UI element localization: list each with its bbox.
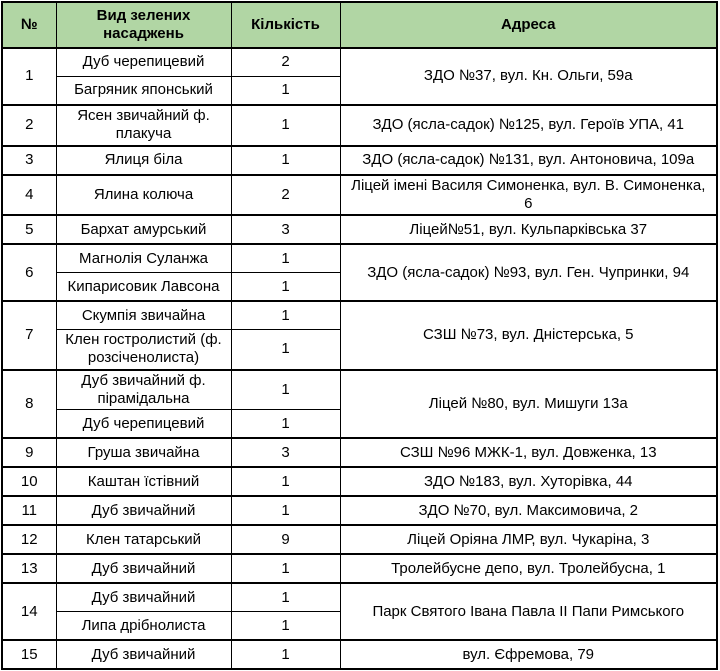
species-cell: Липа дрібнолиста xyxy=(55,611,232,641)
row-number-cell: 9 xyxy=(1,437,57,468)
species-cell: Бархат амурський xyxy=(55,214,232,245)
table-row: 6 Магнолія Суланжа 1 ЗДО (ясла-садок) №93, … xyxy=(1,243,718,302)
row-number-cell: 8 xyxy=(1,368,57,439)
species-cell: Клен гостролистий (ф. розсіченолиста) xyxy=(55,329,232,371)
row-number-cell: 1 xyxy=(1,47,57,106)
quantity-cell: 1 xyxy=(230,495,341,526)
table-row: Дуб черепицевий 1 xyxy=(2,409,717,439)
row-number-cell: 2 xyxy=(1,104,57,147)
row-number-cell: 15 xyxy=(1,639,57,670)
table-header: № Вид зелених насаджень Кількість Адреса xyxy=(1,1,718,49)
species-cell: Дуб черепицевий xyxy=(55,47,232,77)
quantity-cell: 1 xyxy=(230,409,341,439)
species-cell: Ялиця біла xyxy=(55,144,232,176)
quantity-cell: 1 xyxy=(230,300,341,331)
row-number-cell: 10 xyxy=(1,466,57,497)
table-row: 3 Ялиця біла 1 ЗДО (ясла-садок) №131, вул. … xyxy=(1,144,718,176)
species-cell: Каштан їстівний xyxy=(55,466,232,497)
address-cell: ЗДО (ясла-садок) №125, вул. Героїв УПА, … xyxy=(339,104,718,147)
address-cell: СЗШ №96 МЖК-1, вул. Довженка, 13 xyxy=(339,437,718,468)
species-cell: Кипарисовик Лавсона xyxy=(55,272,232,302)
column-header: Вид зелених насаджень xyxy=(55,1,232,49)
quantity-cell: 3 xyxy=(230,437,341,468)
species-cell: Ясен звичайний ф. плакуча xyxy=(55,104,232,147)
table-row: 1 Дуб черепицевий 2 ЗДО №37, вул. Кн. Ольги… xyxy=(1,47,718,106)
address-cell: вул. Єфремова, 79 xyxy=(339,639,718,670)
column-header: Кількість xyxy=(230,1,341,49)
quantity-cell: 1 xyxy=(230,639,341,670)
address-cell: Ліцей імені Василя Симоненка, вул. В. Си… xyxy=(339,173,718,216)
table-row: Багряник японський 1 xyxy=(2,76,717,106)
species-cell: Дуб звичайний ф. пірамідальна xyxy=(55,368,232,411)
address-cell: Ліцей№51, вул. Кульпарківська 37 xyxy=(339,214,718,245)
row-number-cell: 5 xyxy=(1,214,57,245)
quantity-cell: 1 xyxy=(230,553,341,584)
table-row: 13 Дуб звичайний 1 Тролейбусне депо, вул. Т… xyxy=(1,553,718,584)
quantity-cell: 1 xyxy=(230,144,341,176)
table-row: 15 Дуб звичайний 1 вул. Єфремова, 79 xyxy=(1,639,718,670)
species-cell: Дуб звичайний xyxy=(55,495,232,526)
species-cell: Дуб звичайний xyxy=(55,553,232,584)
species-cell: Груша звичайна xyxy=(55,437,232,468)
row-number-cell: 4 xyxy=(1,173,57,216)
address-cell: ЗДО №70, вул. Максимовича, 2 xyxy=(339,495,718,526)
species-cell: Клен татарський xyxy=(55,524,232,555)
address-cell: ЗДО №183, вул. Хуторівка, 44 xyxy=(339,466,718,497)
quantity-cell: 1 xyxy=(230,368,341,411)
species-cell: Дуб черепицевий xyxy=(55,409,232,439)
row-number-cell: 6 xyxy=(1,243,57,302)
table-row: 10 Каштан їстівний 1 ЗДО №183, вул. Хуторів… xyxy=(1,466,718,497)
quantity-cell: 2 xyxy=(230,173,341,216)
table-row: 9 Груша звичайна 3 СЗШ №96 МЖК-1, вул. Довж… xyxy=(1,437,718,468)
address-cell: Тролейбусне депо, вул. Тролейбусна, 1 xyxy=(339,553,718,584)
row-number-cell: 12 xyxy=(1,524,57,555)
row-number-cell: 7 xyxy=(1,300,57,371)
row-number-cell: 13 xyxy=(1,553,57,584)
table-row: 12 Клен татарський 9 Ліцей Оріяна ЛМР, вул.… xyxy=(1,524,718,555)
table-row: 4 Ялина колюча 2 Ліцей імені Василя Симонен… xyxy=(1,173,718,216)
species-cell: Скумпія звичайна xyxy=(55,300,232,331)
species-cell: Ялина колюча xyxy=(55,173,232,216)
species-cell: Дуб звичайний xyxy=(55,639,232,670)
species-cell: Багряник японський xyxy=(55,76,232,106)
species-cell: Дуб звичайний xyxy=(55,582,232,613)
row-number-cell: 11 xyxy=(1,495,57,526)
column-header: № xyxy=(1,1,57,49)
table-row: 8 Дуб звичайний ф. пірамідальна 1 Ліцей №80… xyxy=(1,368,718,439)
table-row: 11 Дуб звичайний 1 ЗДО №70, вул. Максимович… xyxy=(1,495,718,526)
table-row: Клен гостролистий (ф. розсіченолиста) 1 xyxy=(2,329,717,371)
quantity-cell: 1 xyxy=(230,466,341,497)
address-cell: Ліцей Оріяна ЛМР, вул. Чукаріна, 3 xyxy=(339,524,718,555)
quantity-cell: 3 xyxy=(230,214,341,245)
quantity-cell: 1 xyxy=(230,243,341,274)
address-cell: ЗДО (ясла-садок) №131, вул. Антоновича, … xyxy=(339,144,718,176)
quantity-cell: 1 xyxy=(230,329,341,371)
quantity-cell: 9 xyxy=(230,524,341,555)
quantity-cell: 1 xyxy=(230,104,341,147)
address-cell: СЗШ №73, вул. Дністерська, 5 xyxy=(339,300,718,371)
table-row: 7 Скумпія звичайна 1 СЗШ №73, вул. Дністерс… xyxy=(1,300,718,371)
address-cell: Парк Святого Івана Павла II Папи Римсько… xyxy=(339,582,718,641)
address-cell: ЗДО (ясла-садок) №93, вул. Ген. Чупринки… xyxy=(339,243,718,302)
species-cell: Магнолія Суланжа xyxy=(55,243,232,274)
table-row: 5 Бархат амурський 3 Ліцей№51, вул. Кульпар… xyxy=(1,214,718,245)
quantity-cell: 1 xyxy=(230,611,341,641)
quantity-cell: 1 xyxy=(230,582,341,613)
address-cell: ЗДО №37, вул. Кн. Ольги, 59а xyxy=(339,47,718,106)
row-number-cell: 3 xyxy=(1,144,57,176)
header-row: № Вид зелених насаджень Кількість Адреса xyxy=(1,1,718,49)
quantity-cell: 1 xyxy=(230,76,341,106)
table-body: 1 Дуб черепицевий 2 ЗДО №37, вул. Кн. Ольги… xyxy=(1,47,718,670)
quantity-cell: 1 xyxy=(230,272,341,302)
column-header: Адреса xyxy=(339,1,718,49)
address-cell: Ліцей №80, вул. Мишуги 13а xyxy=(339,368,718,439)
row-number-cell: 14 xyxy=(1,582,57,641)
table-row: 2 Ясен звичайний ф. плакуча 1 ЗДО (ясла-сад… xyxy=(1,104,718,147)
quantity-cell: 2 xyxy=(230,47,341,77)
table-row: 14 Дуб звичайний 1 Парк Святого Івана Павла… xyxy=(1,582,718,641)
